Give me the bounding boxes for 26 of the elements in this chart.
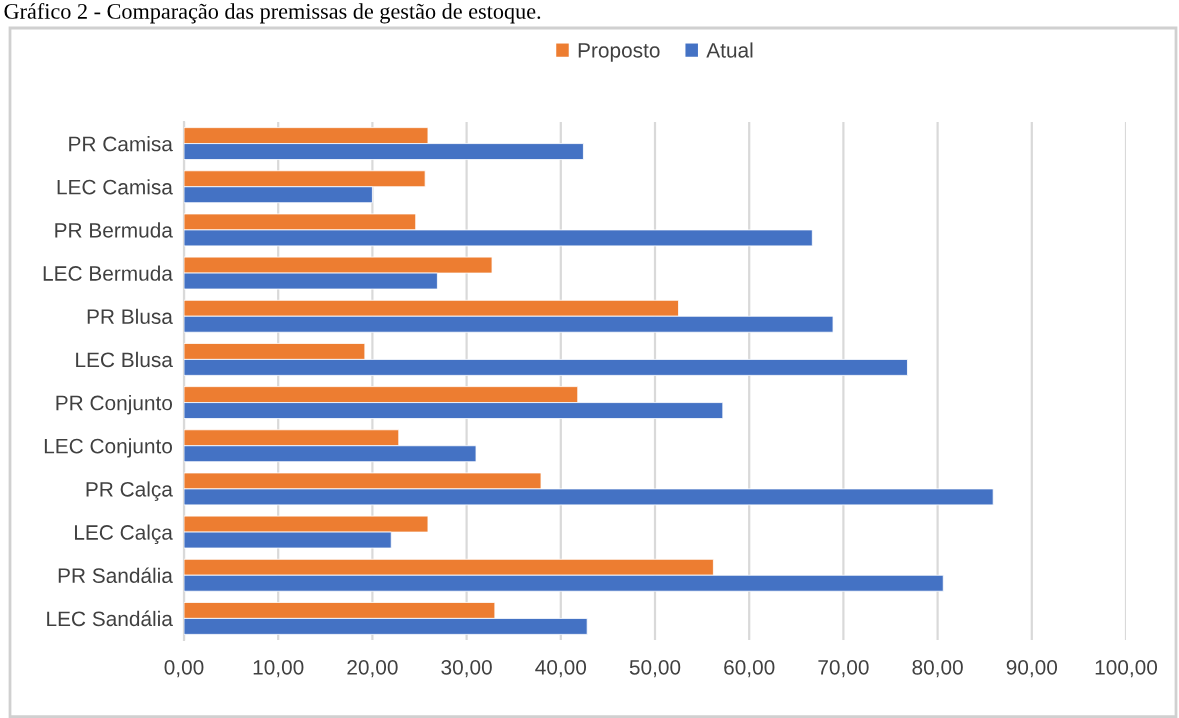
x-tick-label: 50,00 (629, 659, 681, 678)
x-tick-label: 40,00 (535, 659, 587, 678)
x-tick-label: 70,00 (818, 659, 869, 678)
y-tick-label: LEC Bermuda (43, 265, 173, 281)
y-tick-label: PR Sandália (58, 567, 173, 583)
x-tick-label: 60,00 (724, 659, 775, 678)
x-tick-label: 30,00 (441, 659, 492, 678)
y-tick-label: PR Camisa (69, 136, 173, 152)
y-tick-label: PR Calça (86, 481, 173, 501)
legend-label: Atual (706, 42, 753, 58)
x-tick-label: 10,00 (253, 659, 304, 678)
x-tick-label: 100,00 (1095, 659, 1158, 678)
x-tick-label: 90,00 (1006, 659, 1058, 678)
y-tick-label: LEC Conjunto (44, 438, 173, 458)
chart-title: Gráfico 2 - Comparação das premissas de gestão de estoque. (4, 3, 541, 24)
y-tick-label: LEC Calça (75, 524, 173, 545)
y-tick-label: PR Blusa (87, 308, 173, 324)
x-tick-label: 20,00 (347, 659, 398, 678)
legend-label: Proposto (578, 43, 660, 62)
y-tick-label: PR Bermuda (55, 222, 173, 238)
y-tick-label: PR Conjunto (56, 395, 173, 415)
x-tick-label: 80,00 (912, 659, 963, 678)
y-tick-label: LEC Camisa (57, 179, 173, 195)
y-tick-label: LEC Blusa (76, 351, 173, 368)
y-tick-label: LEC Sandália (47, 610, 173, 627)
x-tick-label: 0,00 (164, 659, 204, 678)
